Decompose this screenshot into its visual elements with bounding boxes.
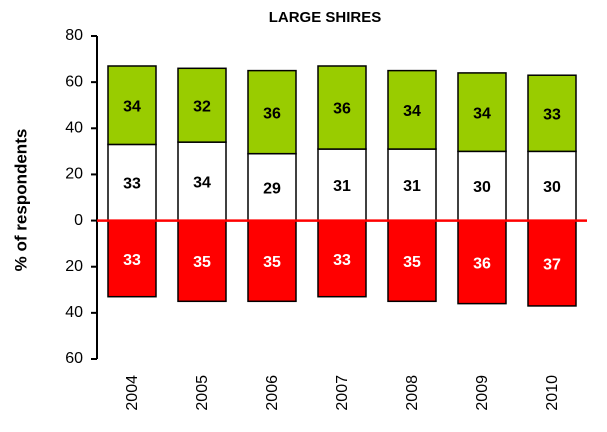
bar-segment xyxy=(177,67,227,143)
y-tick-label: 40 xyxy=(65,304,83,321)
bar-segment xyxy=(247,69,297,155)
data-label: 37 xyxy=(543,256,561,273)
data-label: 33 xyxy=(543,107,561,124)
bar-segment xyxy=(527,74,577,153)
data-label: 33 xyxy=(123,252,141,269)
bar-segment xyxy=(457,150,507,222)
bar-segment xyxy=(527,150,577,222)
x-tick-label: 2004 xyxy=(124,375,141,411)
x-tick-label: 2009 xyxy=(474,375,491,411)
y-tick-label: 60 xyxy=(65,73,83,90)
data-label: 35 xyxy=(263,254,281,271)
data-label: 32 xyxy=(193,98,211,115)
data-label: 31 xyxy=(403,178,421,195)
y-tick-label: 80 xyxy=(65,27,83,44)
y-tick-label: 20 xyxy=(65,166,83,183)
y-tick-label: 0 xyxy=(74,212,83,229)
data-label: 30 xyxy=(473,179,491,196)
data-label: 33 xyxy=(333,252,351,269)
x-tick-label: 2005 xyxy=(194,375,211,411)
x-tick-label: 2007 xyxy=(334,375,351,411)
bar-segment xyxy=(247,219,297,303)
y-axis-label: % of respondents xyxy=(11,129,30,272)
data-label: 35 xyxy=(193,254,211,271)
data-label: 33 xyxy=(123,176,141,193)
bar-segment xyxy=(387,219,437,303)
data-label: 34 xyxy=(123,98,141,115)
x-tick-label: 2008 xyxy=(404,375,421,411)
data-label: 36 xyxy=(333,101,351,118)
data-label: 34 xyxy=(193,175,211,192)
bar-segment xyxy=(457,219,507,305)
y-tick-label: 40 xyxy=(65,120,83,137)
data-label: 30 xyxy=(543,179,561,196)
bar-segment xyxy=(177,219,227,303)
data-label: 34 xyxy=(403,103,421,120)
bar-segment xyxy=(317,65,367,150)
data-label: 29 xyxy=(263,180,281,197)
data-label: 34 xyxy=(473,105,491,122)
x-tick-label: 2006 xyxy=(264,375,281,411)
bar-segment xyxy=(457,72,507,153)
data-label: 36 xyxy=(263,105,281,122)
y-tick-label: 20 xyxy=(65,258,83,275)
bar-segment xyxy=(387,69,437,150)
data-label: 35 xyxy=(403,254,421,271)
data-label: 36 xyxy=(473,255,491,272)
bar-segment xyxy=(107,65,157,146)
bar-segment xyxy=(317,219,367,298)
chart-title: LARGE SHIRES xyxy=(269,9,382,26)
x-tick-label: 2010 xyxy=(544,375,561,411)
bar-segment xyxy=(527,219,577,307)
y-tick-label: 60 xyxy=(65,350,83,367)
data-label: 31 xyxy=(333,178,351,195)
